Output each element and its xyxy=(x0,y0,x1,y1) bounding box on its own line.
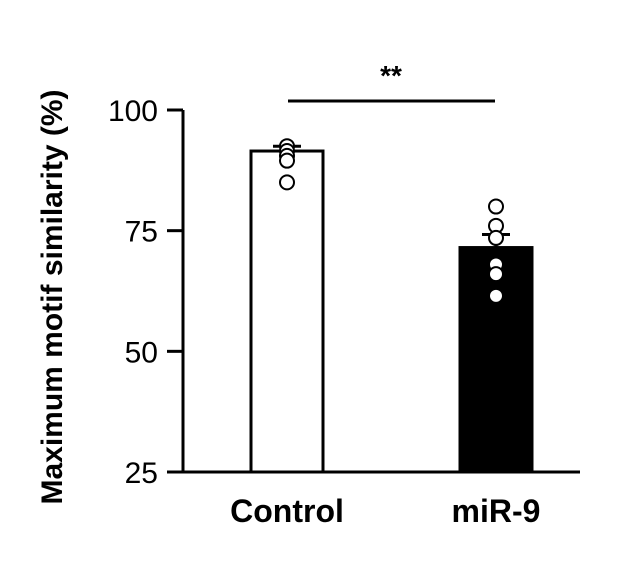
data-point xyxy=(279,152,295,169)
y-tick-label: 75 xyxy=(125,216,158,249)
significance-label: ** xyxy=(380,60,402,91)
x-tick-label: Control xyxy=(230,493,344,529)
y-axis-label: Maximum motif similarity (%) xyxy=(36,89,69,504)
data-point xyxy=(488,266,504,283)
y-ticks: 25 50 75 100 xyxy=(108,95,183,490)
data-point xyxy=(488,287,504,304)
x-tick-labels: Control miR-9 xyxy=(230,493,540,529)
bar-mir-9 xyxy=(458,246,534,474)
y-tick-label: 25 xyxy=(125,457,158,490)
data-point xyxy=(488,229,504,246)
x-tick-label: miR-9 xyxy=(452,493,541,529)
data-point xyxy=(488,198,504,215)
data-point xyxy=(279,174,295,191)
y-tick-label: 50 xyxy=(125,336,158,369)
significance-annotation: ** xyxy=(288,60,495,103)
y-tick-label: 100 xyxy=(108,95,158,128)
bar-control xyxy=(249,149,325,474)
bars xyxy=(249,138,534,474)
